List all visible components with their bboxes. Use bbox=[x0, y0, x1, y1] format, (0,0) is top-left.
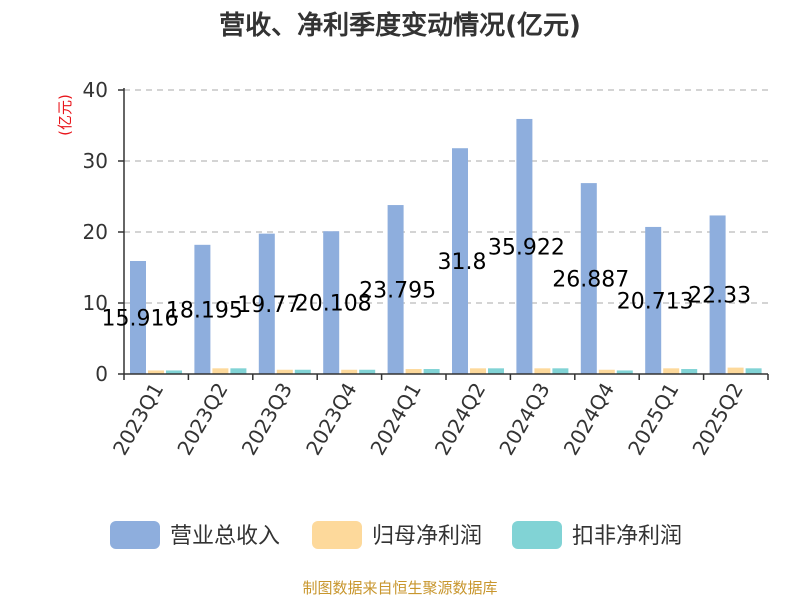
bar-series bbox=[130, 118, 762, 374]
bar-net-profit[interactable] bbox=[598, 369, 615, 374]
bar-deducted-net-profit[interactable] bbox=[166, 370, 182, 374]
bar-deducted-net-profit[interactable] bbox=[294, 369, 311, 374]
y-tick-label: 30 bbox=[83, 149, 108, 173]
bar-net-profit[interactable] bbox=[663, 368, 680, 374]
bar-net-profit[interactable] bbox=[148, 370, 164, 374]
grid-lines bbox=[124, 89, 768, 304]
bar-revenue[interactable] bbox=[194, 244, 211, 374]
bar-deducted-net-profit[interactable] bbox=[681, 369, 698, 374]
x-tick-label: 2024Q3 bbox=[494, 379, 554, 460]
bar-net-profit[interactable] bbox=[405, 369, 422, 374]
bar-net-profit[interactable] bbox=[212, 368, 229, 374]
x-tick-label: 2023Q1 bbox=[108, 379, 168, 460]
x-tick-label: 2023Q3 bbox=[237, 379, 297, 460]
x-tick-label: 2023Q4 bbox=[301, 379, 361, 460]
x-tick-label: 2024Q1 bbox=[365, 379, 425, 460]
data-label: 19.77 bbox=[237, 293, 300, 318]
legend-label: 归母净利润 bbox=[372, 524, 482, 549]
data-label: 22.33 bbox=[688, 284, 751, 309]
bar-revenue[interactable] bbox=[516, 118, 533, 374]
legend-label: 营业总收入 bbox=[170, 524, 280, 549]
data-label: 20.713 bbox=[617, 289, 694, 314]
bar-revenue[interactable] bbox=[452, 148, 468, 374]
legend-swatch bbox=[110, 521, 160, 549]
chart-title: 营收、净利季度变动情况(亿元) bbox=[219, 10, 581, 41]
legend-item[interactable]: 扣非净利润 bbox=[512, 521, 682, 549]
data-label: 18.195 bbox=[166, 298, 243, 323]
bar-net-profit[interactable] bbox=[534, 368, 551, 374]
y-tick-label: 10 bbox=[83, 291, 108, 315]
x-tick-label: 2025Q1 bbox=[623, 379, 683, 460]
data-label: 31.8 bbox=[438, 250, 487, 275]
bar-deducted-net-profit[interactable] bbox=[423, 369, 440, 374]
legend-swatch bbox=[512, 521, 562, 549]
legend[interactable]: 营业总收入 归母净利润 扣非净利润 bbox=[110, 521, 682, 549]
legend-label: 扣非净利润 bbox=[572, 524, 682, 549]
bar-deducted-net-profit[interactable] bbox=[488, 368, 504, 374]
bar-revenue[interactable] bbox=[387, 205, 404, 374]
bar-revenue[interactable] bbox=[258, 233, 275, 374]
bar-net-profit[interactable] bbox=[341, 369, 358, 374]
x-tick-label: 2025Q2 bbox=[687, 379, 747, 460]
data-label: 35.922 bbox=[488, 235, 565, 260]
y-axis-unit-label: (亿元) bbox=[56, 94, 74, 136]
bar-revenue[interactable] bbox=[323, 231, 340, 374]
bar-net-profit[interactable] bbox=[727, 367, 744, 374]
legend-item[interactable]: 营业总收入 bbox=[110, 521, 280, 549]
bar-deducted-net-profit[interactable] bbox=[616, 370, 633, 374]
y-tick-label: 20 bbox=[83, 220, 108, 244]
bar-revenue[interactable] bbox=[130, 260, 146, 374]
y-tick-label: 40 bbox=[83, 78, 108, 102]
bar-deducted-net-profit[interactable] bbox=[745, 368, 762, 374]
bar-revenue[interactable] bbox=[645, 226, 662, 374]
bar-deducted-net-profit[interactable] bbox=[230, 368, 247, 374]
data-label: 15.916 bbox=[102, 306, 179, 331]
bar-revenue[interactable] bbox=[709, 215, 726, 374]
bar-revenue[interactable] bbox=[580, 183, 597, 374]
legend-item[interactable]: 归母净利润 bbox=[312, 521, 482, 549]
x-tick-label: 2023Q2 bbox=[172, 379, 232, 460]
data-label: 26.887 bbox=[552, 268, 629, 293]
x-tick-label: 2024Q4 bbox=[559, 379, 619, 460]
bar-deducted-net-profit[interactable] bbox=[359, 369, 376, 374]
bar-net-profit[interactable] bbox=[470, 368, 486, 374]
x-tick-label: 2024Q2 bbox=[430, 379, 490, 460]
data-label: 23.795 bbox=[359, 279, 436, 304]
y-tick-label: 0 bbox=[95, 362, 108, 386]
bar-deducted-net-profit[interactable] bbox=[552, 368, 569, 374]
bar-net-profit[interactable] bbox=[276, 369, 293, 374]
source-note: 制图数据来自恒生聚源数据库 bbox=[302, 579, 497, 597]
data-label: 20.108 bbox=[295, 292, 372, 317]
legend-swatch bbox=[312, 521, 362, 549]
